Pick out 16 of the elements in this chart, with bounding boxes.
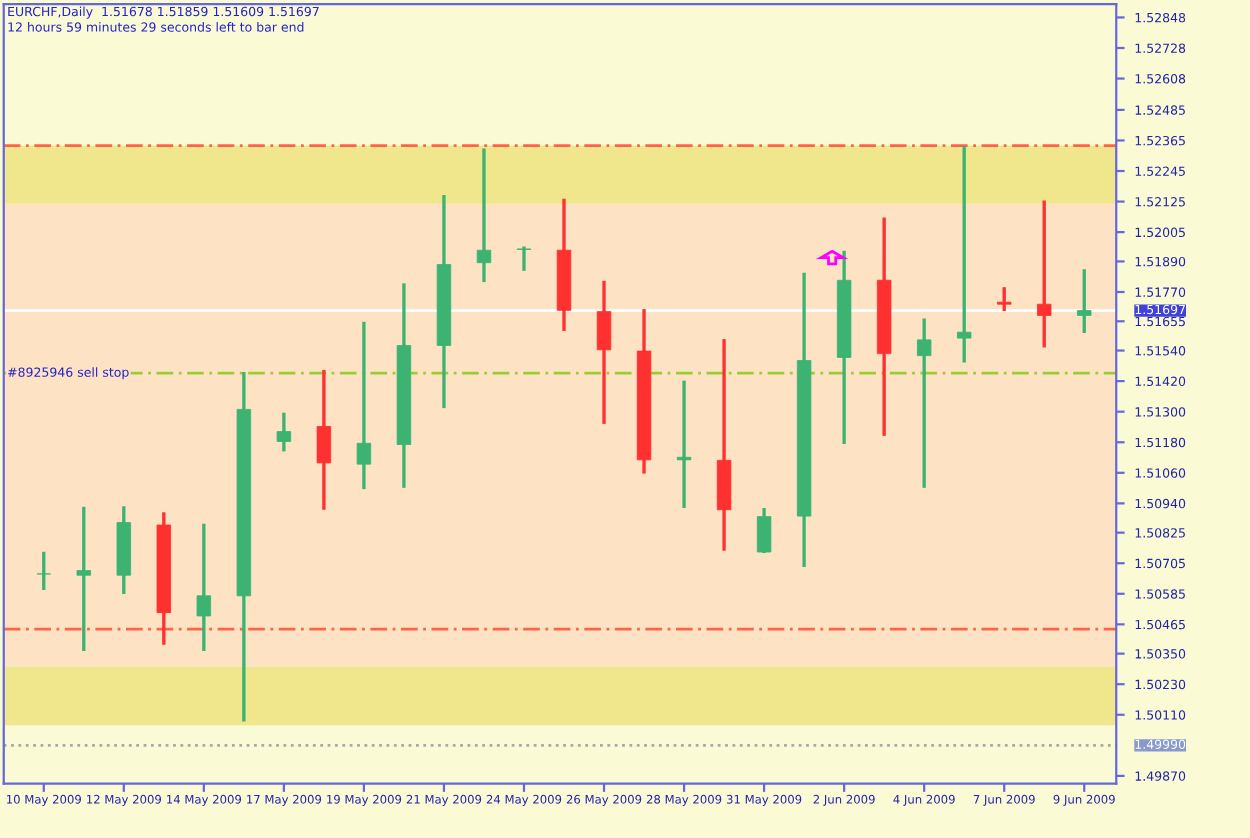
candlestick [996,285,1012,313]
candlestick [1036,198,1052,350]
candlestick [476,146,492,284]
candlestick [76,505,92,653]
candlestick [196,522,212,653]
candlestick [596,279,612,426]
candlestick [916,316,932,490]
candlestick [956,144,972,365]
candlestick [36,550,51,592]
candlestick [316,368,332,512]
candlestick [276,411,292,454]
candlestick [676,378,692,510]
candlestick [756,506,772,555]
candlestick [516,244,532,273]
candlestick [1077,267,1092,335]
candlestick [356,320,372,491]
